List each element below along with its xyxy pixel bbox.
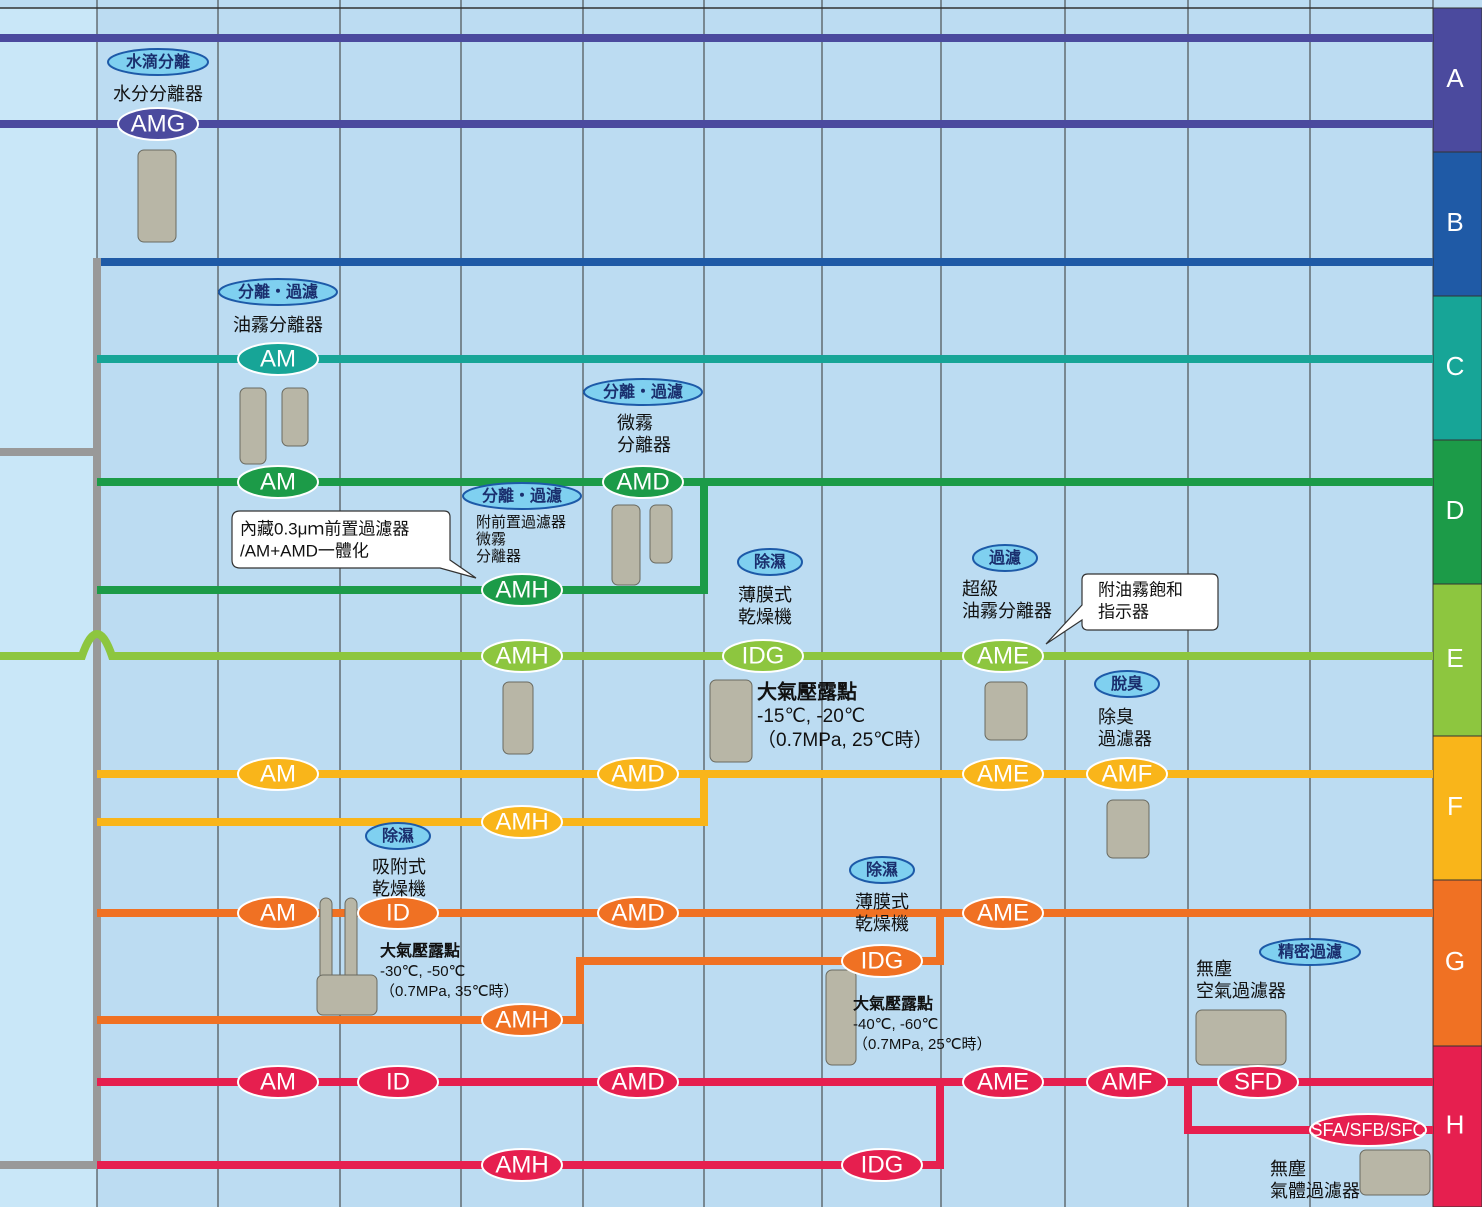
node-label: AMH xyxy=(495,642,548,669)
dew-point-note: （0.7MPa, 25℃時） xyxy=(757,729,933,751)
callout-text: 附油霧飽和 xyxy=(1098,580,1183,599)
dew-point-note: -40℃, -60℃ xyxy=(853,1016,938,1033)
product-image xyxy=(1360,1150,1430,1195)
callout-text: /AM+AMD一體化 xyxy=(240,541,369,560)
product-description: 微霧 xyxy=(476,531,506,548)
product-description: 油霧分離器 xyxy=(233,315,323,335)
dew-point-note: 大氣壓露點 xyxy=(853,994,933,1013)
dew-point-note: -30℃, -50℃ xyxy=(380,963,465,980)
node-label: SFD xyxy=(1234,1068,1282,1095)
node-label: AME xyxy=(977,642,1029,669)
node-label: AME xyxy=(977,1068,1029,1095)
badge-label: 精密過濾 xyxy=(1278,942,1342,961)
product-description: 乾燥機 xyxy=(372,879,426,899)
product-image xyxy=(985,682,1027,740)
product-description: 油霧分離器 xyxy=(962,601,1052,621)
grade-label: A xyxy=(1446,63,1464,93)
product-description: 微霧 xyxy=(617,413,653,433)
node-label: ID xyxy=(386,1068,410,1095)
product-image xyxy=(240,388,266,464)
dew-point-note: （0.7MPa, 35℃時） xyxy=(380,983,519,1000)
dew-point-note: -15℃, -20℃ xyxy=(757,706,865,727)
grade-label: G xyxy=(1445,946,1465,976)
badge-label: 分離‧過濾 xyxy=(238,282,318,301)
node-label: AMF xyxy=(1102,760,1153,787)
product-description: 過濾器 xyxy=(1098,729,1152,749)
dew-point-note: 大氣壓露點 xyxy=(757,679,857,703)
product-image xyxy=(317,975,377,1015)
node-label: AM xyxy=(260,1068,296,1095)
product-description: 乾燥機 xyxy=(738,607,792,627)
node-label: AME xyxy=(977,899,1029,926)
product-image xyxy=(138,150,176,242)
product-description: 薄膜式 xyxy=(855,892,909,912)
grade-label: H xyxy=(1446,1109,1465,1139)
node-label: AMD xyxy=(611,760,664,787)
left-panel xyxy=(0,8,97,1207)
node-label: AM xyxy=(260,899,296,926)
product-description: 空氣過濾器 xyxy=(1196,981,1286,1001)
badge-label: 脫臭 xyxy=(1111,674,1143,693)
node-label: AMH xyxy=(495,1151,548,1178)
product-description: 附前置過濾器 xyxy=(476,514,566,531)
flow-diagram: A B C D E F G H AMG AM AM AMD AMH AMH IDG AME AM AMD AMH AM… xyxy=(0,0,1482,1207)
node-label: IDG xyxy=(742,642,785,669)
node-label: AM xyxy=(260,468,296,495)
node-label: AMF xyxy=(1102,1068,1153,1095)
grade-label: E xyxy=(1446,643,1463,673)
product-image xyxy=(503,682,533,754)
node-label: IDG xyxy=(861,947,904,974)
badge-label: 水滴分離 xyxy=(126,52,190,71)
product-description: 分離器 xyxy=(476,547,521,565)
node-label: ID xyxy=(386,899,410,926)
node-label: AMH xyxy=(495,576,548,603)
badge-label: 除濕 xyxy=(382,826,414,845)
node-label: IDG xyxy=(861,1151,904,1178)
grade-label: F xyxy=(1447,791,1463,821)
node-label: SFA/SFB/SFC xyxy=(1310,1120,1425,1140)
product-image xyxy=(650,505,672,563)
product-description: 無塵 xyxy=(1270,1159,1306,1179)
node-label: AMH xyxy=(495,808,548,835)
product-image xyxy=(612,505,640,585)
grade-label: D xyxy=(1446,495,1465,525)
product-description: 薄膜式 xyxy=(738,585,792,605)
badge-label: 除濕 xyxy=(866,860,898,879)
node-label: AMD xyxy=(611,1068,664,1095)
product-description: 分離器 xyxy=(617,435,671,455)
product-description: 乾燥機 xyxy=(855,914,909,934)
node-label: AM xyxy=(260,760,296,787)
product-description: 除臭 xyxy=(1098,707,1134,727)
dew-point-note: （0.7MPa, 25℃時） xyxy=(853,1036,992,1053)
badge-label: 分離‧過濾 xyxy=(603,382,683,401)
product-description: 無塵 xyxy=(1196,959,1232,979)
callout-text: 指示器 xyxy=(1098,602,1149,621)
node-label: AME xyxy=(977,760,1029,787)
badge-label: 過濾 xyxy=(988,548,1021,567)
node-label: AMG xyxy=(131,110,186,137)
callout-text: 內藏0.3μｍ前置過濾器 xyxy=(240,519,409,538)
product-description: 氣體過濾器 xyxy=(1270,1181,1360,1201)
product-image xyxy=(826,970,856,1065)
grade-label: B xyxy=(1446,207,1463,237)
product-description: 吸附式 xyxy=(372,857,426,877)
node-label: AM xyxy=(260,345,296,372)
product-description: 水分分離器 xyxy=(113,84,203,104)
product-image xyxy=(710,680,752,762)
product-image xyxy=(1196,1010,1286,1065)
grade-label: C xyxy=(1446,351,1465,381)
node-label: AMD xyxy=(616,468,669,495)
dew-point-note: 大氣壓露點 xyxy=(380,941,460,960)
product-image xyxy=(1107,800,1149,858)
product-image xyxy=(282,388,308,446)
node-label: AMH xyxy=(495,1006,548,1033)
product-description: 超級 xyxy=(962,579,998,599)
badge-label: 除濕 xyxy=(754,552,786,571)
node-label: AMD xyxy=(611,899,664,926)
badge-label: 分離‧過濾 xyxy=(482,486,562,505)
